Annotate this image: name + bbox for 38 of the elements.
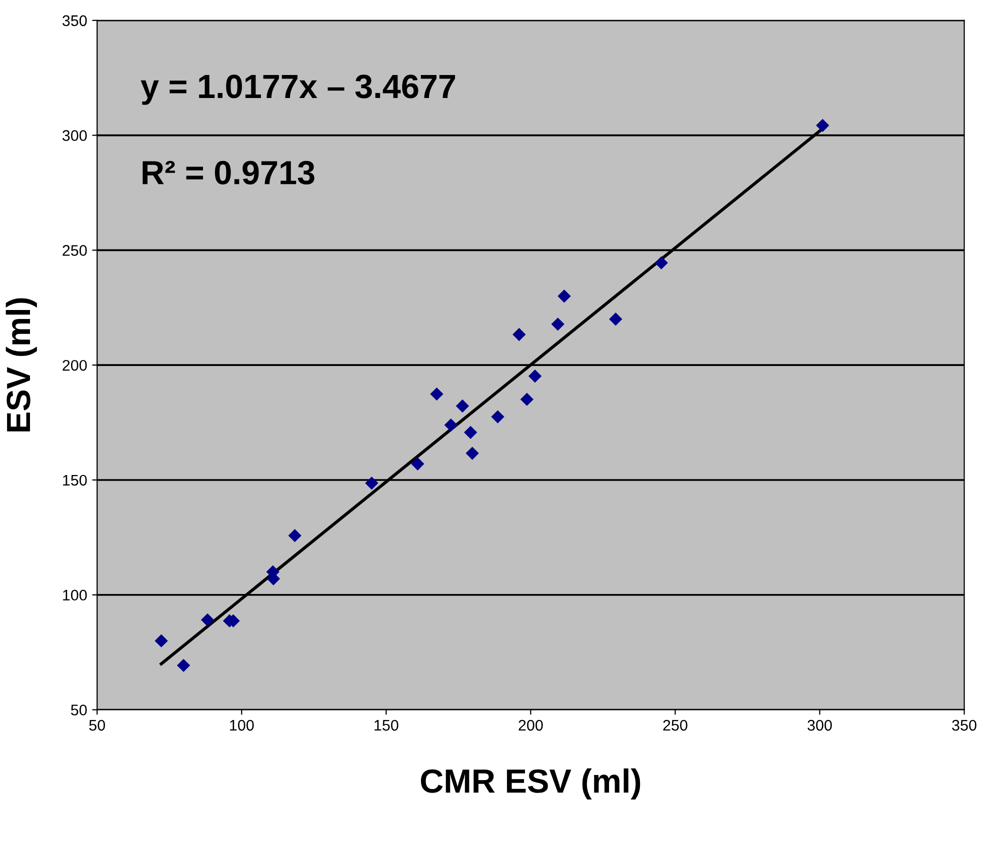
- point: [430, 387, 444, 401]
- y-tick-label: 250: [62, 245, 87, 256]
- point: [365, 476, 378, 490]
- point: [444, 418, 458, 432]
- annotation: y = 1.0177x – 3.4677: [140, 74, 456, 105]
- x-axis-title: CMR ESV (ml): [420, 768, 640, 800]
- point: [558, 290, 571, 303]
- point: [464, 426, 478, 439]
- point: [816, 118, 830, 132]
- point: [154, 634, 168, 648]
- point: [491, 410, 504, 424]
- point: [654, 256, 668, 270]
- annotation: R² = 0.9713: [142, 160, 314, 184]
- y-tick-label: 150: [63, 474, 87, 486]
- x-tick-label: 50: [89, 720, 106, 731]
- y-axis-title: ESV (ml): [6, 298, 37, 432]
- point: [288, 528, 302, 542]
- point: [200, 613, 214, 626]
- point: [176, 658, 190, 672]
- point: [528, 370, 542, 383]
- y-tick-label: 200: [62, 360, 87, 371]
- y-tick-label: 100: [63, 590, 87, 601]
- point: [609, 312, 622, 326]
- point: [411, 457, 424, 470]
- point: [456, 399, 470, 413]
- point: [551, 318, 564, 331]
- point: [466, 446, 479, 460]
- x-tick-label: 350: [952, 720, 976, 731]
- x-tick-label: 250: [663, 720, 688, 731]
- y-tick-label: 350: [62, 15, 87, 26]
- x-tick-label: 300: [808, 720, 832, 731]
- x-tick-label: 100: [230, 720, 254, 731]
- point: [520, 392, 534, 406]
- y-tick-label: 300: [62, 130, 87, 141]
- x-tick-label: 200: [518, 720, 543, 731]
- x-tick-label: 150: [374, 720, 398, 731]
- y-tick-label: 50: [71, 704, 87, 716]
- point: [512, 328, 526, 342]
